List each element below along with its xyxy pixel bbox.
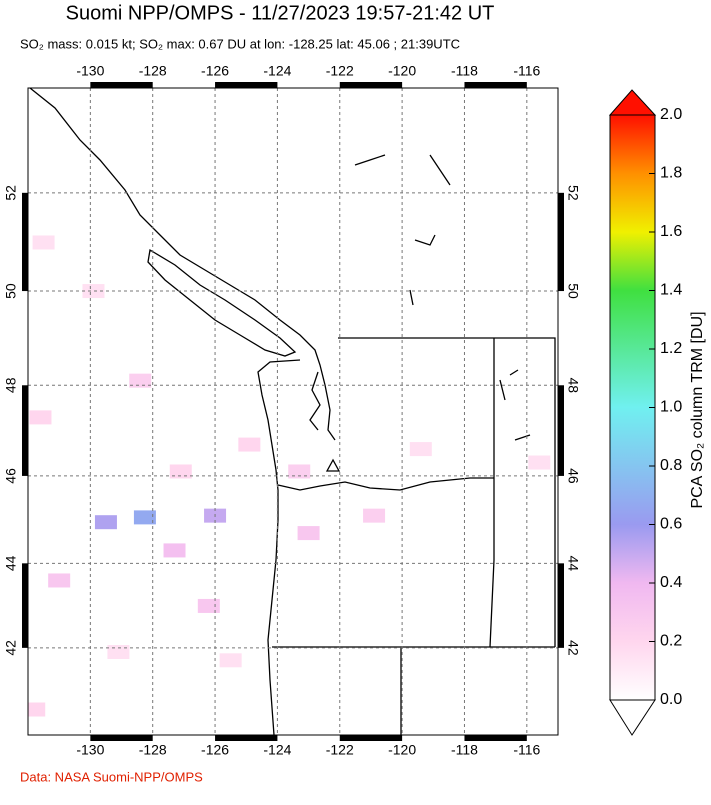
puget-sound — [309, 371, 321, 431]
colorbar-tick-label: 0.0 — [660, 691, 682, 708]
so2-pixel — [528, 455, 551, 470]
y-tick-label: 48 — [3, 377, 19, 393]
frame-band — [558, 563, 564, 648]
so2-pixel — [297, 526, 320, 541]
x-tick-label: -122 — [326, 742, 354, 758]
frame-band — [22, 385, 28, 476]
x-tick-label: -120 — [388, 63, 416, 79]
colorbar-tick-label: 0.4 — [660, 574, 682, 591]
so2-pixel — [288, 464, 311, 479]
y-tick-label: 44 — [3, 555, 19, 571]
x-tick-label: -120 — [388, 742, 416, 758]
x-tick-label: -124 — [263, 742, 291, 758]
so2-pixel — [409, 442, 432, 457]
so2-pixel — [133, 510, 156, 525]
coastline — [29, 88, 336, 441]
x-tick-label: -126 — [201, 63, 229, 79]
y-tick-label: 48 — [565, 377, 581, 393]
frame-band — [22, 192, 28, 292]
colorbar-max-arrow — [608, 89, 657, 116]
so2-pixel — [163, 543, 186, 558]
footer: Data: NASA Suomi-NPP/OMPS — [20, 769, 203, 784]
map-frame — [27, 87, 559, 736]
x-tick-label: -118 — [451, 742, 478, 758]
x-tick-label: -130 — [76, 742, 104, 758]
frame-band — [215, 735, 278, 741]
lake — [354, 154, 531, 441]
colorbar-tick-label: 0.6 — [660, 516, 682, 533]
x-tick-label: -128 — [139, 742, 167, 758]
x-tick-label: -122 — [326, 63, 354, 79]
title: Suomi NPP/OMPS - 11/27/2023 19:57-21:42 … — [66, 2, 495, 24]
frame-band — [464, 82, 527, 88]
so2-pixel — [82, 284, 105, 299]
volcano-marker — [325, 458, 341, 472]
frame-band — [339, 735, 403, 741]
frame-band — [22, 563, 28, 648]
x-tick-label: -116 — [513, 742, 540, 758]
so2-pixel — [197, 598, 220, 613]
frame-band — [558, 385, 564, 476]
coastlines — [29, 88, 556, 735]
frame-band — [90, 735, 153, 741]
colorbar-label: PCA SO₂ column TRM [DU] — [689, 311, 706, 508]
y-tick-label: 52 — [3, 185, 19, 201]
border — [272, 337, 556, 735]
colorbar-tick-label: 0.2 — [660, 633, 682, 650]
colorbar-min-arrow — [609, 699, 656, 736]
y-tick-label: 52 — [565, 185, 581, 201]
frame-band — [339, 82, 403, 88]
y-tick-label: 42 — [565, 640, 581, 656]
colorbar-tick-label: 1.4 — [660, 282, 682, 299]
colorbar-gradient — [609, 114, 656, 701]
x-tick-label: -126 — [201, 742, 229, 758]
columbia-river — [277, 477, 494, 491]
frame-band — [558, 192, 564, 292]
colorbar: PCA SO₂ column TRM [DU] 0.0 0.2 0.4 0.6 0.8 1… — [608, 89, 706, 736]
wa-or-coast — [257, 359, 301, 735]
frame-band — [215, 82, 278, 88]
colorbar-tick-label: 2.0 — [660, 106, 682, 123]
colorbar-tick-label: 0.8 — [660, 457, 682, 474]
x-tick-label: -118 — [451, 63, 478, 79]
so2-pixel — [219, 653, 242, 668]
so2-pixel — [107, 645, 130, 660]
frame-band — [90, 82, 153, 88]
colorbar-tick-label: 1.6 — [660, 223, 682, 240]
x-tick-label: -116 — [513, 63, 540, 79]
so2-pixel — [29, 410, 52, 425]
y-tick-label: 50 — [565, 283, 581, 299]
x-tick-label: -130 — [76, 63, 104, 79]
so2-pixel — [48, 573, 71, 588]
so2-pixel — [169, 464, 192, 479]
colorbar-tick-label: 1.2 — [660, 340, 682, 357]
y-tick-label: 42 — [3, 640, 19, 656]
x-tick-label: -128 — [139, 63, 167, 79]
so2-pixel — [129, 373, 152, 388]
grid: -130 -130 -128 -128 -126 -126 -124 -124 -122 -122… — [3, 63, 582, 758]
vancouver-island — [147, 248, 297, 357]
colorbar-tick-label: 1.0 — [660, 399, 682, 416]
so2-pixel — [94, 515, 117, 530]
so2-pixel — [238, 437, 261, 452]
x-tick-label: -124 — [263, 63, 291, 79]
y-tick-label: 46 — [3, 468, 19, 484]
so2-pixel — [32, 235, 55, 250]
so2-pixel — [363, 508, 386, 523]
y-tick-label: 46 — [565, 468, 581, 484]
frame-band — [464, 735, 527, 741]
y-tick-label: 44 — [565, 556, 581, 572]
pixel-layer — [28, 235, 551, 717]
y-tick-label: 50 — [3, 283, 19, 299]
frame-bands — [22, 82, 564, 741]
so2-pixel — [28, 702, 46, 717]
colorbar-tick-label: 1.8 — [660, 165, 682, 182]
subtitle: SO₂ mass: 0.015 kt; SO₂ max: 0.67 DU at … — [20, 36, 460, 51]
